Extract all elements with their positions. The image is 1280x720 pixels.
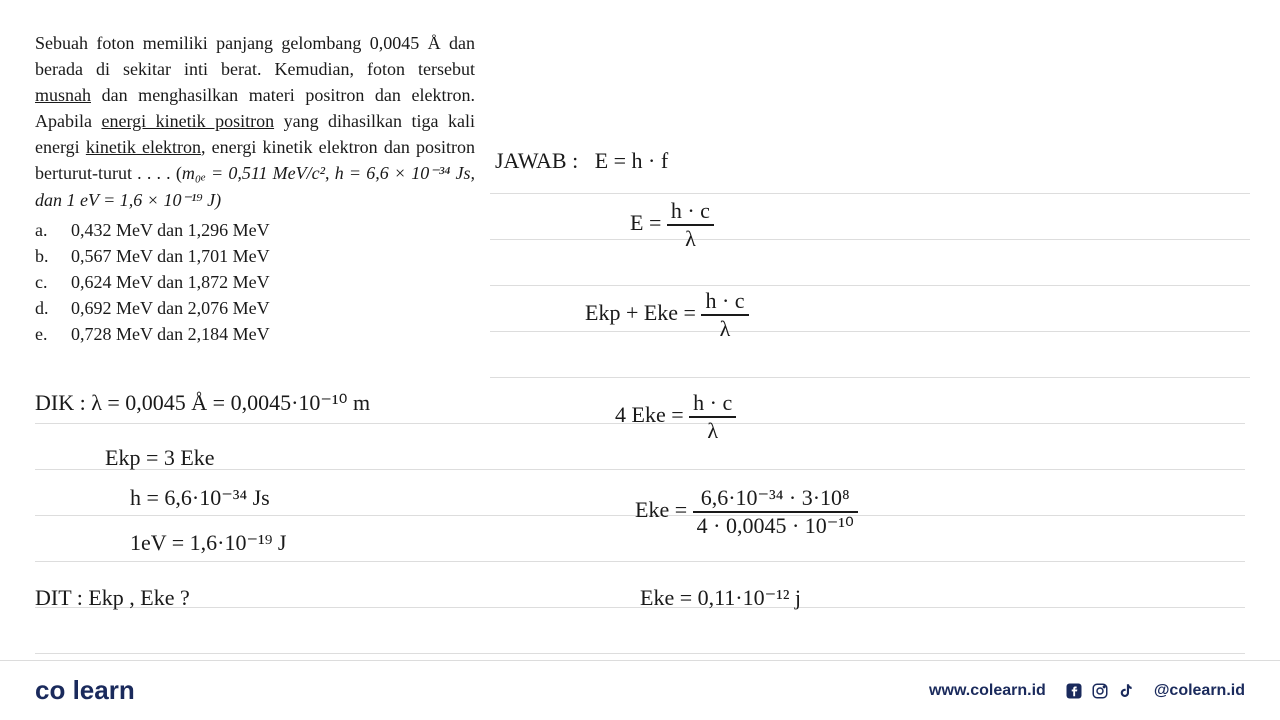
footer-url: www.colearn.id: [929, 682, 1046, 700]
hw-eq3: Ekp + Eke = h · cλ: [585, 288, 749, 342]
tiktok-icon: [1116, 681, 1136, 701]
hw-h: h = 6,6·10⁻³⁴ Js: [130, 485, 270, 511]
hw-jawab: JAWAB : E = h · f: [495, 148, 668, 174]
facebook-icon: [1064, 681, 1084, 701]
hw-dik: DIK : λ = 0,0045 Å = 0,0045·10⁻¹⁰ m: [35, 390, 370, 416]
content-area: Sebuah foton memiliki panjang gelombang …: [35, 30, 1245, 650]
problem-u2: energi kinetik positron: [101, 111, 274, 131]
hw-eq2: E = h · cλ: [630, 198, 714, 252]
footer: co learn www.colearn.id @colearn.id: [0, 660, 1280, 720]
option-e: e.0,728 MeV dan 2,184 MeV: [35, 321, 475, 347]
problem-u1: musnah: [35, 85, 91, 105]
hw-eq4: 4 Eke = h · cλ: [615, 390, 736, 444]
hw-dit: DIT : Ekp , Eke ?: [35, 585, 190, 611]
option-d: d.0,692 MeV dan 2,076 MeV: [35, 295, 475, 321]
brand-dot-icon: [65, 675, 72, 705]
const-m: m₀ₑ = 0,511 MeV/c²: [182, 163, 325, 183]
problem-u3: kinetik elektron: [86, 137, 201, 157]
options-list: a.0,432 MeV dan 1,296 MeV b.0,567 MeV da…: [35, 217, 475, 347]
option-c: c.0,624 MeV dan 1,872 MeV: [35, 269, 475, 295]
hw-eq5: Eke = 6,6·10⁻³⁴ · 3·10⁸4 · 0,0045 · 10⁻¹…: [635, 485, 858, 539]
option-a: a.0,432 MeV dan 1,296 MeV: [35, 217, 475, 243]
option-b: b.0,567 MeV dan 1,701 MeV: [35, 243, 475, 269]
instagram-icon: [1090, 681, 1110, 701]
brand-logo: co learn: [35, 675, 135, 706]
hw-eq6: Eke = 0,11·10⁻¹² j: [640, 585, 801, 611]
problem-text: Sebuah foton memiliki panjang gelombang …: [35, 30, 475, 347]
social-icons: [1064, 681, 1136, 701]
footer-handle: @colearn.id: [1154, 682, 1245, 700]
hw-ekp: Ekp = 3 Eke: [105, 445, 215, 471]
hw-ev: 1eV = 1,6·10⁻¹⁹ J: [130, 530, 286, 556]
ruled-background-right: [490, 148, 1250, 378]
footer-right: www.colearn.id @colearn.id: [929, 681, 1245, 701]
problem-p1: Sebuah foton memiliki panjang gelombang …: [35, 33, 475, 79]
